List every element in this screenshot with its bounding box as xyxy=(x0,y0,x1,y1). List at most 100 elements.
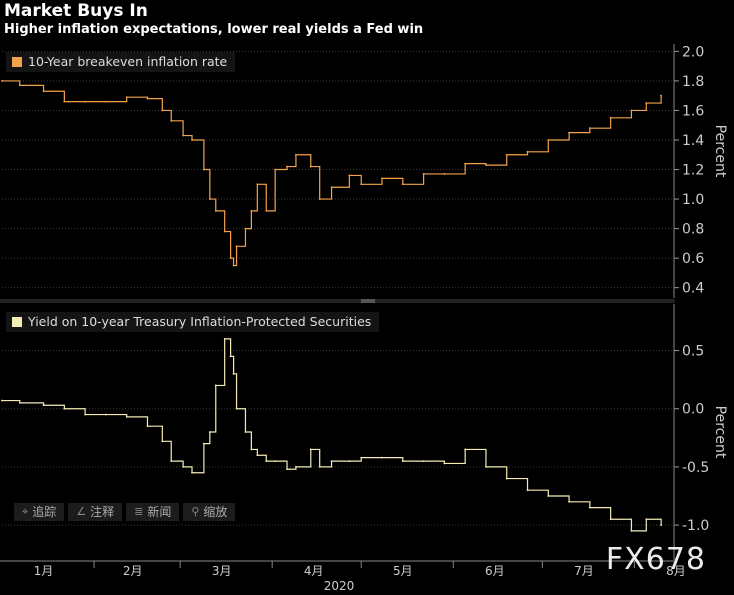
news-button[interactable]: ≣ 新闻 xyxy=(126,503,180,521)
data-point-breakeven xyxy=(464,162,467,165)
data-point-tips xyxy=(244,431,247,433)
ytick-label-breakeven: 1.6 xyxy=(682,103,704,119)
data-point-breakeven xyxy=(330,186,333,189)
zoom-icon: ⚲ xyxy=(191,505,200,518)
ytick-label-breakeven: 0.4 xyxy=(682,281,704,297)
ytick-label-breakeven: 1.4 xyxy=(682,133,704,149)
chart-title: Market Buys In xyxy=(4,1,148,21)
data-point-tips xyxy=(182,466,185,468)
data-point-tips xyxy=(170,460,173,462)
news-icon: ≣ xyxy=(134,505,144,518)
ytick-label-breakeven: 1.0 xyxy=(682,192,704,208)
data-point-tips xyxy=(286,468,288,471)
data-point-breakeven xyxy=(526,150,529,153)
data-point-tips xyxy=(318,466,321,468)
legend-swatch-breakeven xyxy=(12,57,22,67)
data-point-tips xyxy=(443,462,446,465)
data-point-breakeven xyxy=(202,168,205,171)
data-point-breakeven xyxy=(286,165,288,168)
data-point-tips xyxy=(84,413,87,416)
data-point-breakeven xyxy=(105,100,107,103)
data-point-tips xyxy=(18,402,21,404)
xtick-label: 8月 xyxy=(666,564,686,578)
data-point-tips xyxy=(401,460,404,462)
data-point-breakeven xyxy=(161,109,164,112)
data-point-breakeven xyxy=(443,173,446,175)
data-point-breakeven xyxy=(318,198,321,200)
divider-handle[interactable] xyxy=(361,299,375,303)
legend-label-breakeven: 10-Year breakeven inflation rate xyxy=(28,54,228,69)
data-point-breakeven xyxy=(265,209,268,212)
ytick-label-breakeven: 0.6 xyxy=(682,251,704,267)
data-point-breakeven xyxy=(568,131,570,134)
data-point-tips xyxy=(235,407,238,410)
xtick-label: 5月 xyxy=(393,564,413,578)
data-point-breakeven xyxy=(381,177,383,180)
xtick-label: 7月 xyxy=(574,564,594,578)
zoom-button[interactable]: ⚲ 缩放 xyxy=(183,503,236,521)
zoom-label: 缩放 xyxy=(203,505,228,519)
data-point-tips xyxy=(223,338,226,340)
ytick-label-tips: -1.0 xyxy=(682,518,709,534)
data-point-breakeven xyxy=(229,257,232,260)
ytick-label-tips: -0.5 xyxy=(682,460,709,476)
data-point-breakeven xyxy=(295,153,297,156)
data-point-breakeven xyxy=(588,127,591,130)
data-point-tips xyxy=(202,442,205,445)
data-point-tips xyxy=(330,460,333,462)
data-point-tips xyxy=(505,477,508,480)
data-point-breakeven xyxy=(401,183,404,186)
data-point-breakeven xyxy=(630,109,633,112)
xtick-label: 3月 xyxy=(212,564,232,578)
xtick-label: 2月 xyxy=(123,564,143,578)
data-point-tips xyxy=(485,466,487,468)
data-point-tips xyxy=(464,448,467,451)
track-button[interactable]: ⌖ 追踪 xyxy=(14,503,65,521)
data-point-breakeven xyxy=(609,116,612,119)
data-point-tips xyxy=(265,460,268,462)
data-point-breakeven xyxy=(660,94,663,97)
legend-tips: Yield on 10-year Treasury Inflation-Prot… xyxy=(6,312,380,332)
data-point-breakeven xyxy=(84,100,87,103)
xtick-label: 4月 xyxy=(304,564,324,578)
annotate-button[interactable]: ∠ 注释 xyxy=(68,503,123,521)
data-point-breakeven xyxy=(274,168,277,171)
yaxis-title-breakeven: Percent xyxy=(712,125,728,178)
watermark: FX678 xyxy=(605,542,706,577)
ytick-label-breakeven: 0.8 xyxy=(682,222,704,238)
data-point-breakeven xyxy=(42,90,45,93)
data-point-tips xyxy=(588,506,591,509)
series-line-tips xyxy=(2,338,662,532)
data-point-tips xyxy=(146,425,149,428)
data-point-breakeven xyxy=(18,84,21,87)
data-point-tips xyxy=(250,448,253,451)
data-point-tips xyxy=(42,404,45,407)
data-point-tips xyxy=(229,355,232,358)
chart-toolbar: ⌖ 追踪 ∠ 注释 ≣ 新闻 ⚲ 缩放 xyxy=(14,503,236,521)
data-point-tips xyxy=(360,456,363,459)
data-point-breakeven xyxy=(191,139,193,141)
data-point-breakeven xyxy=(182,134,185,137)
data-point-tips xyxy=(125,415,128,418)
data-point-breakeven xyxy=(422,173,425,175)
data-point-breakeven xyxy=(146,97,149,100)
data-point-breakeven xyxy=(223,230,226,233)
panel-divider[interactable] xyxy=(0,299,675,303)
data-point-breakeven xyxy=(348,174,351,177)
data-point-tips xyxy=(645,518,648,521)
ytick-label-breakeven: 2.0 xyxy=(682,44,704,60)
breakeven-panel: 0.4 0.6 0.8 1.0 1.2 1.4 1.6 1.8 2.0 Percent xyxy=(1,44,728,298)
data-point-breakeven xyxy=(256,183,259,186)
news-label: 新闻 xyxy=(147,505,172,519)
yaxis-title-tips: Percent xyxy=(712,406,728,459)
data-point-tips xyxy=(191,471,193,474)
ytick-label-breakeven: 1.2 xyxy=(682,163,704,179)
data-point-tips xyxy=(214,384,217,387)
data-point-tips xyxy=(422,460,425,462)
track-label: 追踪 xyxy=(32,505,57,519)
data-point-tips xyxy=(274,460,277,462)
data-point-breakeven xyxy=(360,183,363,186)
data-point-tips xyxy=(568,500,570,503)
data-point-breakeven xyxy=(235,245,238,248)
